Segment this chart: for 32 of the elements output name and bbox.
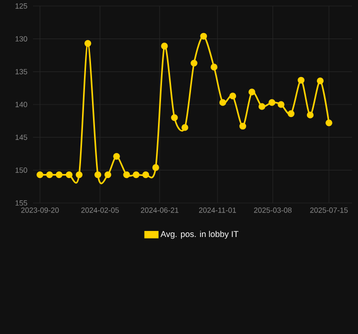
point xyxy=(200,32,207,40)
point xyxy=(152,164,160,171)
point xyxy=(84,40,92,47)
point xyxy=(210,64,218,70)
point xyxy=(46,171,53,178)
legend-label: Avg. pos. in lobby IT xyxy=(160,230,238,239)
point xyxy=(258,103,266,110)
point xyxy=(316,77,324,84)
point xyxy=(36,171,44,178)
point xyxy=(161,42,168,50)
point xyxy=(288,110,294,118)
point xyxy=(190,60,198,67)
point xyxy=(123,171,130,178)
point xyxy=(229,92,236,100)
point xyxy=(239,122,246,130)
point xyxy=(104,171,112,178)
point xyxy=(268,99,276,106)
point xyxy=(66,171,73,178)
point xyxy=(181,124,188,131)
point xyxy=(132,171,140,178)
point xyxy=(113,152,120,160)
point xyxy=(298,76,304,84)
point xyxy=(142,171,150,178)
point xyxy=(326,119,332,126)
point xyxy=(248,88,256,96)
point xyxy=(76,171,83,178)
point xyxy=(278,101,284,108)
point xyxy=(56,171,63,178)
point xyxy=(171,114,178,122)
point xyxy=(306,112,314,118)
point xyxy=(219,99,226,106)
point xyxy=(94,171,102,178)
